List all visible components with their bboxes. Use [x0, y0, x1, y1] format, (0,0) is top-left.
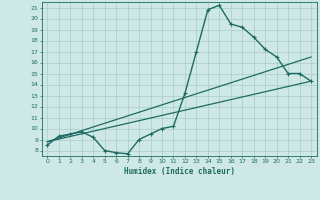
X-axis label: Humidex (Indice chaleur): Humidex (Indice chaleur)	[124, 167, 235, 176]
